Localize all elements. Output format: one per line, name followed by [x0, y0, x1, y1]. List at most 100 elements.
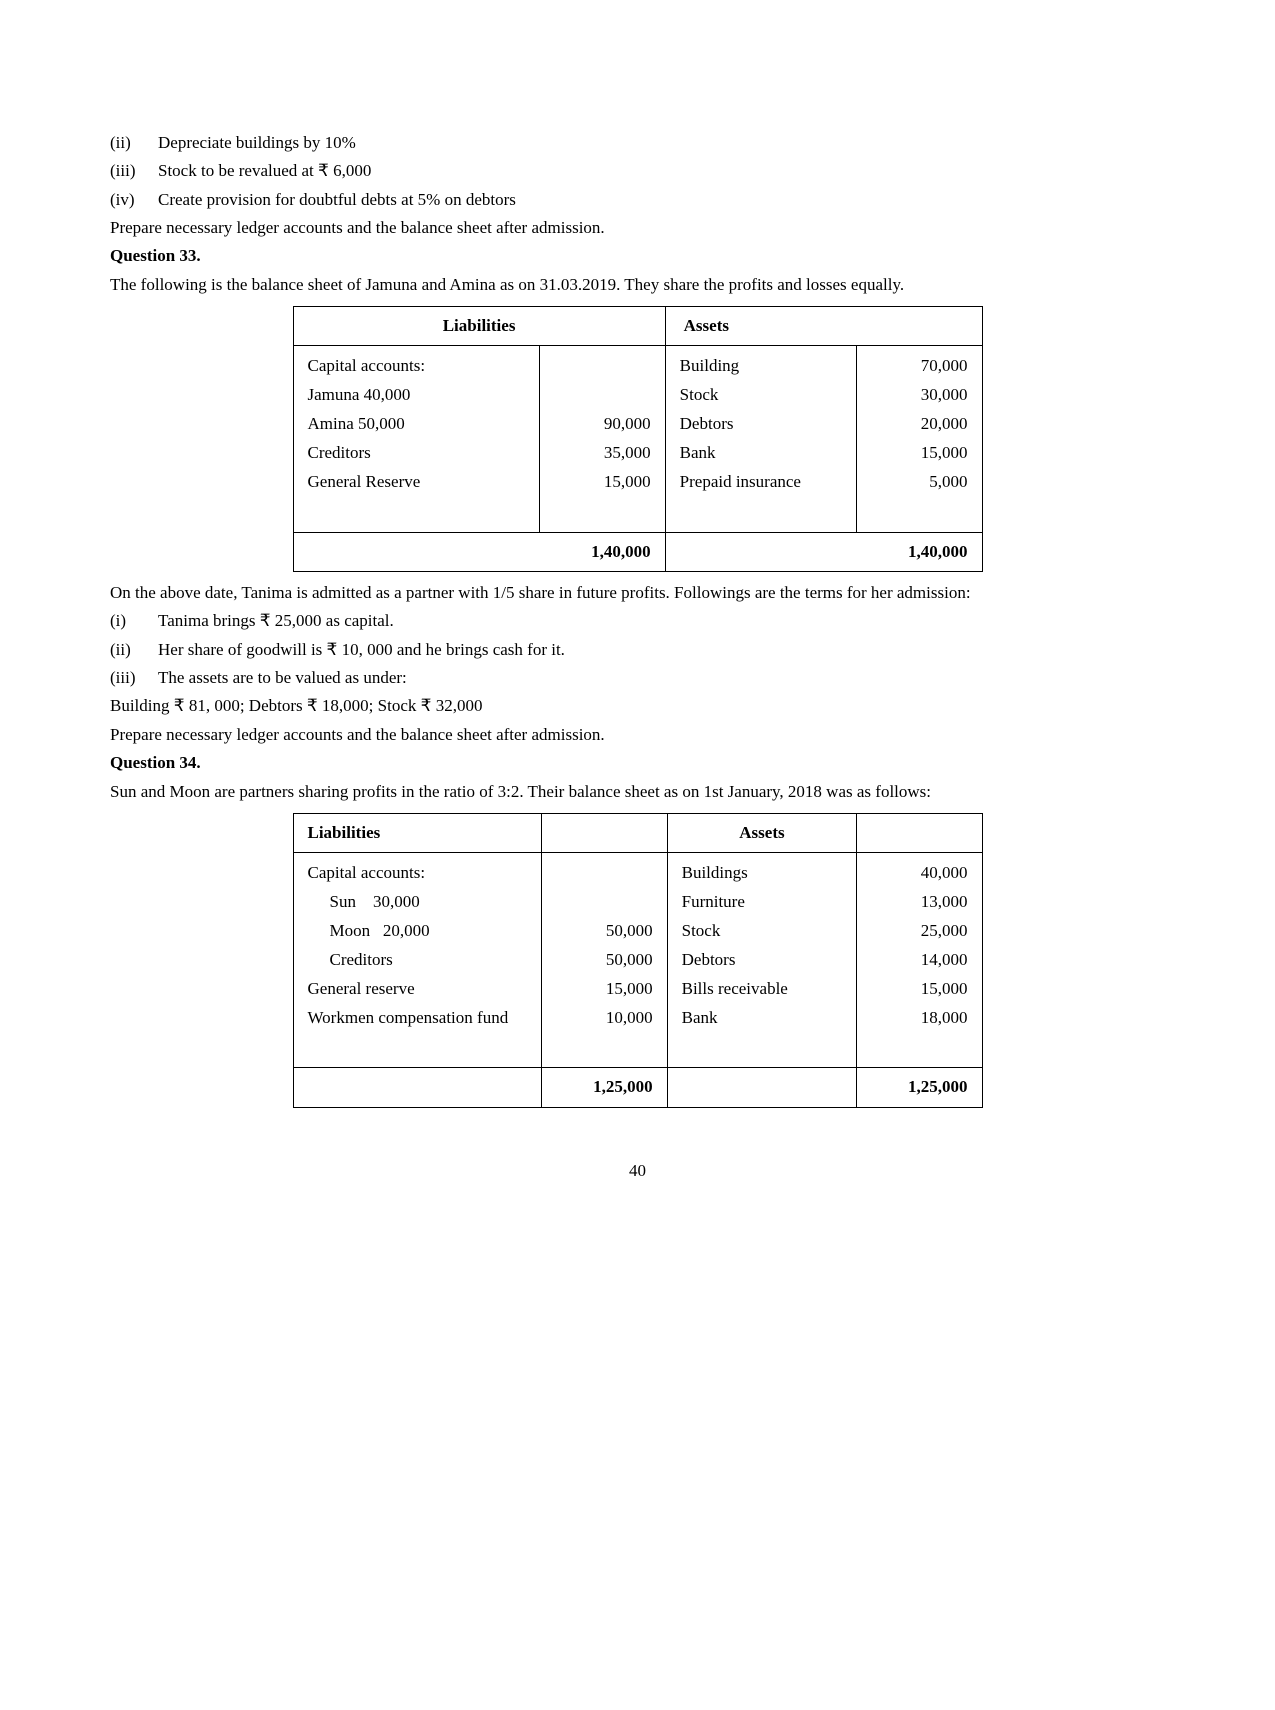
liab-total: 1,25,000: [542, 1068, 667, 1107]
list-marker: (iv): [110, 187, 158, 213]
q33-list: (i) Tanima brings ₹ 25,000 as capital. (…: [110, 608, 1165, 691]
asset-row: Buildings: [682, 859, 843, 888]
q34-heading: Question 34.: [110, 750, 1165, 776]
asset-amt: 30,000: [871, 381, 968, 410]
assets-header: Assets: [665, 307, 982, 346]
blank-header: [542, 813, 667, 852]
asset-row: Stock: [680, 381, 842, 410]
q34-text1: Sun and Moon are partners sharing profit…: [110, 779, 1165, 805]
liab-amt: 35,000: [554, 439, 651, 468]
asset-row: Building: [680, 352, 842, 381]
list-marker: (iii): [110, 158, 158, 184]
q33-text4: Prepare necessary ledger accounts and th…: [110, 722, 1165, 748]
asset-header-text: Assets: [739, 823, 784, 842]
asset-amt-cell: 40,000 13,000 25,000 14,000 15,000 18,00…: [857, 853, 982, 1068]
asset-cell: Buildings Furniture Stock Debtors Bills …: [667, 853, 857, 1068]
liab-row: General Reserve: [308, 468, 525, 497]
list-marker: (ii): [110, 637, 158, 663]
list-text: The assets are to be valued as under:: [158, 665, 1165, 691]
liab-sub: Moon 20,000: [308, 917, 430, 946]
asset-amt: 25,000: [871, 917, 967, 946]
assets-header: Assets: [667, 813, 857, 852]
list-text: Stock to be revalued at ₹ 6,000: [158, 158, 1165, 184]
q33-heading: Question 33.: [110, 243, 1165, 269]
asset-amt: 18,000: [871, 1004, 967, 1033]
list-item: (ii) Depreciate buildings by 10%: [110, 130, 1165, 156]
asset-cell: Building Stock Debtors Bank Prepaid insu…: [665, 346, 856, 532]
liab-amt: [554, 352, 651, 381]
liab-total-blank: [293, 1068, 542, 1107]
liab-amt: 90,000: [554, 410, 651, 439]
list-item: (i) Tanima brings ₹ 25,000 as capital.: [110, 608, 1165, 634]
intro-list: (ii) Depreciate buildings by 10% (iii) S…: [110, 130, 1165, 213]
list-text: Depreciate buildings by 10%: [158, 130, 1165, 156]
liab-row: Workmen compensation fund: [308, 1004, 528, 1033]
liab-amt: 15,000: [556, 975, 652, 1004]
page-number: 40: [110, 1158, 1165, 1184]
asset-total: 1,40,000: [856, 532, 982, 571]
asset-row: Debtors: [680, 410, 842, 439]
blank-header: [857, 813, 982, 852]
list-marker: (ii): [110, 130, 158, 156]
liabilities-header: Liabilities: [293, 813, 542, 852]
list-text: Tanima brings ₹ 25,000 as capital.: [158, 608, 1165, 634]
asset-row: Stock: [682, 917, 843, 946]
asset-row: Furniture: [682, 888, 843, 917]
liab-total-blank: [293, 532, 539, 571]
liab-header-text: Liabilities: [308, 823, 381, 842]
list-item: (iii) Stock to be revalued at ₹ 6,000: [110, 158, 1165, 184]
liab-row: Creditors: [308, 439, 525, 468]
liab-amt: 10,000: [556, 1004, 652, 1033]
asset-row: Bank: [680, 439, 842, 468]
list-item: (ii) Her share of goodwill is ₹ 10, 000 …: [110, 637, 1165, 663]
asset-row: Debtors: [682, 946, 843, 975]
liab-amt: 50,000: [556, 917, 652, 946]
liab-total: 1,40,000: [539, 532, 665, 571]
list-text: Her share of goodwill is ₹ 10, 000 and h…: [158, 637, 1165, 663]
asset-total-blank: [665, 532, 856, 571]
asset-amt: 70,000: [871, 352, 968, 381]
liab-row: Moon 20,000: [308, 917, 528, 946]
liab-cell: Capital accounts: Jamuna 40,000 Amina 50…: [293, 346, 539, 532]
list-item: (iii) The assets are to be valued as und…: [110, 665, 1165, 691]
asset-amt: 14,000: [871, 946, 967, 975]
liab-row: Amina 50,000: [308, 410, 525, 439]
list-marker: (iii): [110, 665, 158, 691]
intro-after-text: Prepare necessary ledger accounts and th…: [110, 215, 1165, 241]
q34-balance-sheet: Liabilities Assets Capital accounts: Sun…: [293, 813, 983, 1108]
asset-total: 1,25,000: [857, 1068, 982, 1107]
q33-balance-sheet: Liabilities Assets Capital accounts: Jam…: [293, 306, 983, 572]
asset-amt: 40,000: [871, 859, 967, 888]
liab-row: Sun 30,000: [308, 888, 528, 917]
list-text: Create provision for doubtful debts at 5…: [158, 187, 1165, 213]
liab-amt-cell: 50,000 50,000 15,000 10,000: [542, 853, 667, 1068]
liab-row: Jamuna 40,000: [308, 381, 525, 410]
liab-row: Capital accounts:: [308, 859, 528, 888]
liab-cell: Capital accounts: Sun 30,000 Moon 20,000…: [293, 853, 542, 1068]
liab-sub: Creditors: [308, 946, 393, 975]
liab-row: General reserve: [308, 975, 528, 1004]
liab-sub: Sun 30,000: [308, 888, 420, 917]
liab-amt-cell: 90,000 35,000 15,000: [539, 346, 665, 532]
list-item: (iv) Create provision for doubtful debts…: [110, 187, 1165, 213]
liabilities-header: Liabilities: [293, 307, 665, 346]
asset-amt: 20,000: [871, 410, 968, 439]
liab-amt: 15,000: [554, 468, 651, 497]
q33-text3: Building ₹ 81, 000; Debtors ₹ 18,000; St…: [110, 693, 1165, 719]
asset-row: Prepaid insurance: [680, 468, 842, 497]
liab-amt: 50,000: [556, 946, 652, 975]
asset-row: Bills receivable: [682, 975, 843, 1004]
q33-text1: The following is the balance sheet of Ja…: [110, 272, 1165, 298]
asset-row: Bank: [682, 1004, 843, 1033]
liab-amt: [554, 381, 651, 410]
asset-total-blank: [667, 1068, 857, 1107]
asset-amt-cell: 70,000 30,000 20,000 15,000 5,000: [856, 346, 982, 532]
asset-amt: 13,000: [871, 888, 967, 917]
liab-row: Creditors: [308, 946, 528, 975]
liab-row: Capital accounts:: [308, 352, 525, 381]
asset-amt: 15,000: [871, 439, 968, 468]
q33-text2: On the above date, Tanima is admitted as…: [110, 580, 1165, 606]
asset-amt: 5,000: [871, 468, 968, 497]
list-marker: (i): [110, 608, 158, 634]
asset-amt: 15,000: [871, 975, 967, 1004]
